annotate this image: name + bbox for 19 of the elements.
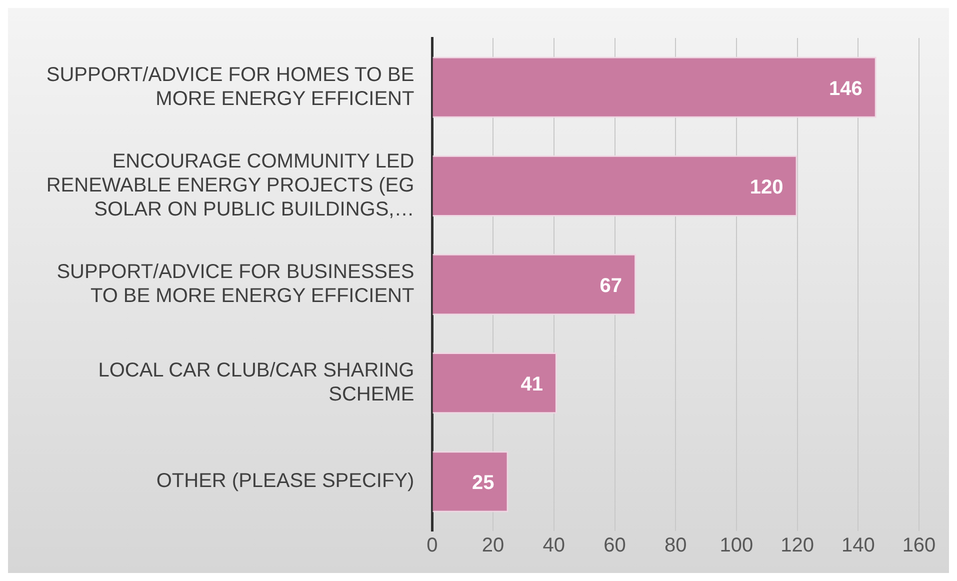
x-tick-label: 120	[780, 534, 814, 557]
x-tick-label: 40	[542, 534, 566, 557]
x-tick-label: 20	[482, 534, 504, 557]
x-tick-label: 100	[720, 534, 754, 557]
x-tick-label: 140	[841, 534, 875, 557]
data-label: 25	[472, 472, 494, 494]
x-tick-label: 60	[604, 534, 626, 557]
y-tick-label: SUPPORT/ADVICE FOR HOMES TO BE MORE ENERGY EFFICIENT	[46, 64, 414, 110]
y-tick-label: ENCOURAGE COMMUNITY LED RENEWABLE ENERGY PROJECTS (EG SOLAR ON PUBLIC BUILDINGS,…	[46, 150, 414, 220]
y-tick-label: OTHER (PLEASE SPECIFY)	[156, 470, 414, 492]
data-label: 67	[600, 275, 622, 298]
x-tick-label: 0	[426, 534, 438, 557]
data-label: 146	[829, 78, 862, 100]
y-tick-label: LOCAL CAR CLUB/CAR SHARING SCHEME	[98, 360, 414, 406]
x-tick-label: 80	[664, 534, 687, 557]
x-tick-label: 160	[902, 534, 936, 557]
y-tick-label: SUPPORT/ADVICE FOR BUSINESSES TO BE MORE ENERGY EFFICIENT	[56, 261, 414, 308]
data-label: 120	[750, 176, 784, 198]
data-label: 41	[520, 374, 543, 396]
